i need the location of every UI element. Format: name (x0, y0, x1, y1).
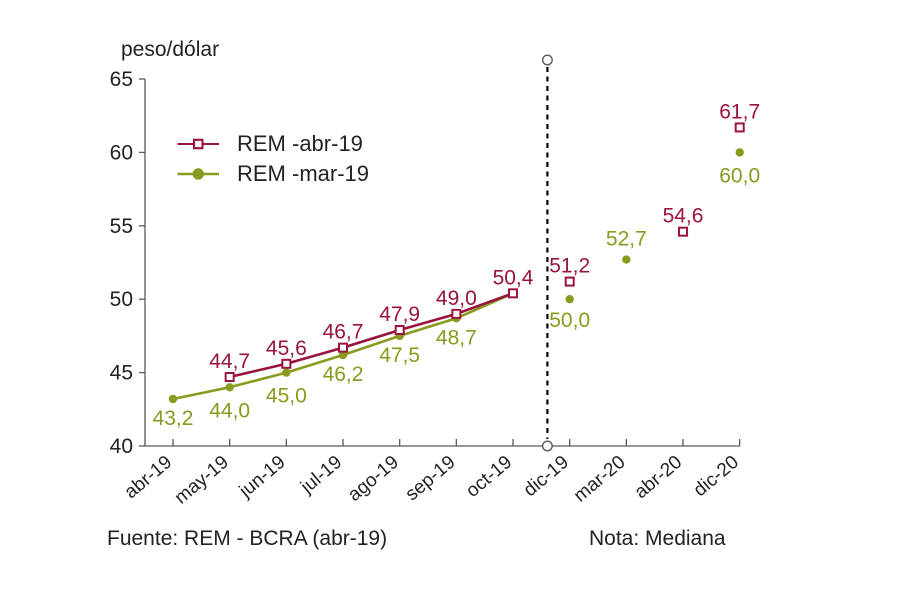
svg-text:50,4: 50,4 (493, 266, 534, 289)
svg-text:51,2: 51,2 (549, 255, 590, 278)
svg-text:43,2: 43,2 (153, 407, 194, 430)
svg-text:54,6: 54,6 (663, 205, 704, 228)
svg-text:45: 45 (110, 362, 133, 385)
svg-text:52,7: 52,7 (606, 228, 647, 251)
svg-text:60: 60 (110, 141, 133, 164)
svg-text:40: 40 (110, 435, 133, 458)
svg-text:65: 65 (110, 68, 133, 91)
svg-text:ago-19: ago-19 (344, 452, 403, 506)
svg-text:46,2: 46,2 (323, 363, 364, 386)
svg-text:60,0: 60,0 (719, 164, 760, 187)
svg-text:50: 50 (110, 288, 133, 311)
svg-text:mar-20: mar-20 (570, 452, 630, 507)
svg-text:55: 55 (110, 215, 133, 238)
svg-text:49,0: 49,0 (436, 287, 477, 310)
svg-text:may-19: may-19 (171, 452, 233, 509)
svg-text:50,0: 50,0 (549, 309, 590, 332)
svg-text:dic-19: dic-19 (520, 452, 573, 501)
svg-text:46,7: 46,7 (323, 321, 364, 344)
svg-text:48,7: 48,7 (436, 326, 477, 349)
svg-text:dic-20: dic-20 (690, 452, 743, 501)
svg-text:abr-19: abr-19 (121, 452, 177, 503)
svg-text:47,5: 47,5 (379, 344, 420, 367)
svg-text:jun-19: jun-19 (235, 452, 290, 503)
svg-text:44,0: 44,0 (209, 399, 250, 422)
svg-text:44,7: 44,7 (209, 350, 250, 373)
svg-text:REM -mar-19: REM -mar-19 (237, 161, 369, 186)
svg-text:oct-19: oct-19 (462, 452, 516, 502)
svg-text:45,0: 45,0 (266, 385, 307, 408)
svg-text:sep-19: sep-19 (402, 452, 460, 505)
svg-text:61,7: 61,7 (719, 100, 760, 123)
svg-text:45,6: 45,6 (266, 337, 307, 360)
svg-text:47,9: 47,9 (379, 303, 420, 326)
svg-text:abr-20: abr-20 (631, 452, 687, 503)
svg-text:jul-19: jul-19 (296, 452, 346, 499)
svg-text:REM -abr-19: REM -abr-19 (237, 131, 363, 156)
svg-text:peso/dólar: peso/dólar (121, 38, 219, 61)
